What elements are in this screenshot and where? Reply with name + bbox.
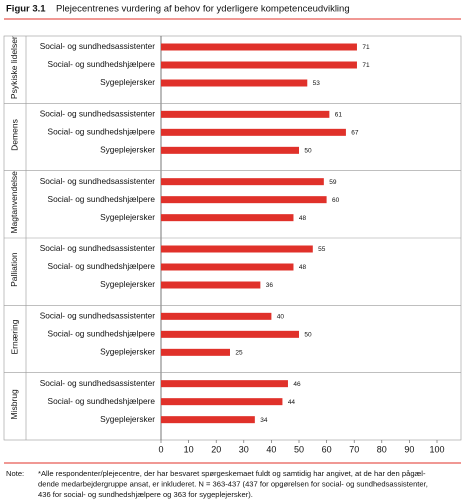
category-label: Sygeplejersker bbox=[100, 279, 155, 289]
note-text: 436 for social- og sundhedshjælpere og 3… bbox=[38, 490, 253, 499]
category-label: Sygeplejersker bbox=[100, 145, 155, 155]
value-label: 48 bbox=[299, 215, 307, 222]
x-tick-label: 50 bbox=[294, 444, 304, 454]
bar bbox=[161, 178, 324, 186]
bar bbox=[161, 263, 294, 271]
value-label: 60 bbox=[332, 197, 340, 204]
value-label: 50 bbox=[304, 148, 312, 155]
value-label: 36 bbox=[266, 282, 274, 289]
value-label: 46 bbox=[293, 381, 301, 388]
category-label: Social- og sundhedshjælpere bbox=[48, 127, 156, 137]
bar bbox=[161, 330, 299, 338]
x-tick-label: 60 bbox=[322, 444, 332, 454]
group-label: Psykiske lidelser bbox=[9, 36, 19, 99]
category-label: Social- og sundhedshjælpere bbox=[48, 329, 156, 339]
x-tick-label: 30 bbox=[239, 444, 249, 454]
note-text: *Alle respondenter/plejecentre, der har … bbox=[38, 469, 426, 478]
bar bbox=[161, 281, 261, 289]
category-label: Sygeplejersker bbox=[100, 77, 155, 87]
x-tick-label: 90 bbox=[404, 444, 414, 454]
bar bbox=[161, 61, 357, 69]
note-text: dende medarbejdergruppe ansat, er inklud… bbox=[38, 480, 428, 489]
x-tick-label: 70 bbox=[349, 444, 359, 454]
x-tick-label: 80 bbox=[377, 444, 387, 454]
category-label: Social- og sundhedsassistenter bbox=[40, 378, 156, 388]
group-label: Palliation bbox=[9, 252, 19, 287]
figure-label: Figur 3.1 bbox=[6, 4, 46, 15]
bar bbox=[161, 398, 283, 406]
bar bbox=[161, 79, 308, 87]
group-label: Demens bbox=[9, 119, 19, 151]
value-label: 34 bbox=[260, 417, 268, 424]
category-label: Social- og sundhedshjælpere bbox=[48, 194, 156, 204]
category-label: Social- og sundhedsassistenter bbox=[40, 311, 156, 321]
bar bbox=[161, 110, 330, 118]
category-label: Social- og sundhedsassistenter bbox=[40, 176, 156, 186]
value-label: 48 bbox=[299, 264, 307, 271]
x-tick-label: 20 bbox=[211, 444, 221, 454]
group-label: Misbrug bbox=[9, 389, 19, 420]
category-label: Social- og sundhedsassistenter bbox=[40, 109, 156, 119]
bar bbox=[161, 416, 255, 424]
value-label: 25 bbox=[235, 350, 243, 357]
group-label: Ernæring bbox=[9, 319, 19, 354]
bar bbox=[161, 43, 357, 51]
category-label: Social- og sundhedshjælpere bbox=[48, 59, 156, 69]
bar bbox=[161, 128, 346, 136]
category-label: Sygeplejersker bbox=[100, 212, 155, 222]
x-tick-label: 40 bbox=[266, 444, 276, 454]
value-label: 59 bbox=[329, 179, 337, 186]
value-label: 67 bbox=[351, 130, 359, 137]
bar bbox=[161, 146, 299, 154]
value-label: 40 bbox=[277, 314, 285, 321]
value-label: 61 bbox=[335, 112, 343, 119]
note-label: Note: bbox=[6, 469, 24, 478]
category-label: Sygeplejersker bbox=[100, 414, 155, 424]
x-tick-label: 10 bbox=[184, 444, 194, 454]
value-label: 50 bbox=[304, 332, 312, 339]
value-label: 71 bbox=[362, 62, 370, 69]
category-label: Social- og sundhedsassistenter bbox=[40, 41, 156, 51]
value-label: 71 bbox=[362, 44, 370, 51]
bar bbox=[161, 214, 294, 222]
x-tick-label: 100 bbox=[429, 444, 444, 454]
category-label: Social- og sundhedsassistenter bbox=[40, 243, 156, 253]
bar bbox=[161, 196, 327, 204]
bar bbox=[161, 245, 313, 253]
group-label: Magtanvendelse bbox=[9, 171, 19, 234]
value-label: 55 bbox=[318, 246, 326, 253]
value-label: 53 bbox=[313, 80, 321, 87]
bar bbox=[161, 380, 288, 388]
bar bbox=[161, 312, 272, 320]
value-label: 44 bbox=[288, 399, 296, 406]
bar bbox=[161, 348, 230, 356]
category-label: Social- og sundhedshjælpere bbox=[48, 396, 156, 406]
x-tick-label: 0 bbox=[158, 444, 163, 454]
category-label: Social- og sundhedshjælpere bbox=[48, 261, 156, 271]
category-label: Sygeplejersker bbox=[100, 347, 155, 357]
chart-title: Plejecentrenes vurdering af behov for yd… bbox=[56, 4, 350, 15]
